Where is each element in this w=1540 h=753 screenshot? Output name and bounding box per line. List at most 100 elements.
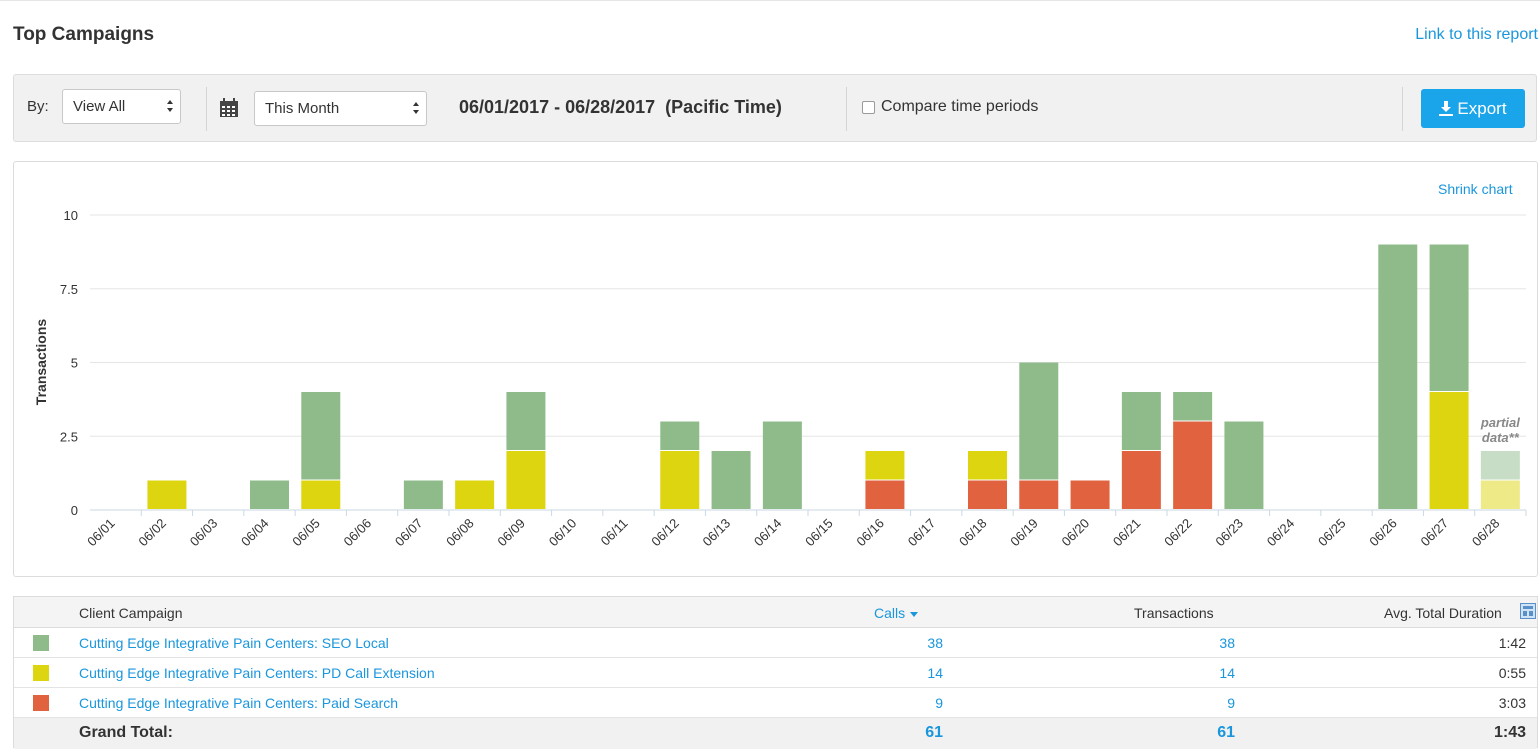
duration-value: 1:42 (1498, 635, 1526, 651)
transactions-value[interactable]: 9 (1227, 695, 1235, 711)
toolbar-divider (206, 87, 207, 131)
sort-down-icon (910, 612, 919, 618)
shrink-chart-link[interactable]: Shrink chart (1438, 181, 1513, 197)
toolbar-divider (1402, 87, 1403, 131)
bar-segment (968, 480, 1007, 509)
legend-swatch (33, 695, 49, 711)
calls-value[interactable]: 14 (927, 665, 943, 681)
table-row: Cutting Edge Integrative Pain Centers: P… (14, 688, 1537, 718)
download-icon (1439, 100, 1454, 116)
bar-segment (865, 480, 905, 509)
x-tick-label: 06/21 (1110, 516, 1144, 550)
page-title: Top Campaigns (13, 24, 155, 45)
x-tick-label: 06/08 (443, 516, 477, 550)
bar-segment (1070, 480, 1110, 509)
bar-segment (455, 480, 495, 509)
duration-value: 0:55 (1498, 665, 1526, 681)
y-tick-label: 5 (71, 356, 78, 371)
compare-label[interactable]: Compare time periods (881, 98, 1039, 115)
bar-segment (506, 451, 546, 509)
x-tick-label: 06/05 (289, 516, 323, 550)
campaign-link[interactable]: Cutting Edge Integrative Pain Centers: P… (79, 665, 435, 681)
header-avg-duration[interactable]: Avg. Total Duration (1384, 605, 1502, 621)
x-tick-label: 06/15 (802, 516, 836, 550)
bar-segment (968, 451, 1007, 480)
table-header: Client Campaign Calls Transactions Avg. … (14, 597, 1537, 628)
bar-segment (1019, 362, 1059, 480)
toolbar-divider (846, 87, 847, 131)
duration-value: 3:03 (1498, 695, 1526, 711)
calendar-icon[interactable] (219, 98, 239, 118)
x-tick-label: 06/25 (1315, 516, 1349, 550)
grand-total-label: Grand Total: (79, 724, 173, 741)
bar-segment (711, 451, 751, 509)
transactions-value[interactable]: 38 (1219, 635, 1235, 651)
campaign-link[interactable]: Cutting Edge Integrative Pain Centers: P… (79, 695, 399, 711)
bar-segment (506, 392, 546, 450)
x-tick-label: 06/27 (1418, 516, 1452, 550)
table-row: Cutting Edge Integrative Pain Centers: P… (14, 658, 1537, 688)
header-transactions[interactable]: Transactions (1134, 605, 1214, 621)
chart-panel: Shrink chart 0 2.5 5 7.5 10 Transactions 06/01… (13, 161, 1538, 577)
export-button[interactable]: Export (1421, 89, 1525, 128)
header-client-campaign[interactable]: Client Campaign (79, 605, 183, 621)
transactions-chart: 0 2.5 5 7.5 10 Transactions 06/01 06/02 06/03 06/… (33, 208, 1527, 550)
campaign-table: Client Campaign Calls Transactions Avg. … (13, 596, 1538, 749)
transactions-value[interactable]: 14 (1219, 665, 1235, 681)
x-tick-label: 06/01 (84, 516, 118, 550)
bar-segment (147, 480, 187, 509)
bar-segment (1173, 421, 1213, 509)
partial-data-note: data** (1482, 430, 1520, 445)
x-tick-label: 06/04 (238, 516, 272, 550)
legend-swatch (33, 635, 49, 651)
column-chooser-icon[interactable] (1520, 603, 1536, 619)
filter-toolbar: By: View All This Month 06/01/2017 - 06/… (13, 74, 1537, 142)
view-select-value: View All (73, 98, 126, 115)
export-label: Export (1457, 98, 1507, 118)
grand-total-calls[interactable]: 61 (925, 724, 943, 741)
partial-data-note: partial (1480, 415, 1520, 430)
legend-swatch (33, 665, 49, 681)
bar-segment (1429, 244, 1469, 391)
x-tick-label: 06/22 (1161, 516, 1195, 550)
bar-segment (1121, 451, 1161, 509)
y-axis-label: Transactions (33, 319, 49, 406)
x-tick-label: 06/16 (853, 516, 887, 550)
by-label: By: (27, 98, 49, 115)
view-select[interactable]: View All (62, 89, 181, 124)
x-tick-label: 06/07 (392, 516, 426, 550)
link-to-report[interactable]: Link to this report (1415, 26, 1538, 43)
bar-segment (301, 392, 341, 480)
top-divider (0, 0, 1540, 1)
campaign-link[interactable]: Cutting Edge Integrative Pain Centers: S… (79, 635, 389, 651)
x-tick-label: 06/10 (546, 516, 580, 550)
x-tick-label: 06/09 (494, 516, 528, 550)
bar-segment (1480, 480, 1520, 509)
y-tick-label: 10 (64, 208, 78, 223)
x-tick-label: 06/19 (1007, 516, 1041, 550)
calls-value[interactable]: 38 (927, 635, 943, 651)
grand-total-row: Grand Total: 61 61 1:43 (14, 718, 1537, 749)
bar-segment (1224, 421, 1264, 509)
bar-segment (1429, 392, 1469, 509)
x-tick-label: 06/28 (1469, 516, 1503, 550)
x-tick-label: 06/20 (1059, 516, 1093, 550)
bar-segment (660, 451, 700, 509)
x-tick-label: 06/24 (1264, 516, 1298, 550)
x-tick-label: 06/17 (905, 516, 939, 550)
bar-segment (1121, 392, 1161, 450)
bar-segment (762, 421, 802, 509)
bar-segment (301, 480, 341, 509)
calls-value[interactable]: 9 (935, 695, 943, 711)
header-calls[interactable]: Calls (874, 605, 919, 621)
bar-segment (660, 421, 700, 450)
x-tick-label: 06/14 (751, 516, 785, 550)
select-arrows-icon (413, 102, 419, 114)
bar-segment (250, 480, 289, 509)
grand-total-transactions[interactable]: 61 (1217, 724, 1235, 741)
period-select[interactable]: This Month (254, 91, 427, 126)
compare-checkbox[interactable] (862, 101, 875, 114)
x-tick-label: 06/03 (187, 516, 221, 550)
bar-segment (1173, 392, 1213, 421)
x-tick-label: 06/23 (1212, 516, 1246, 550)
